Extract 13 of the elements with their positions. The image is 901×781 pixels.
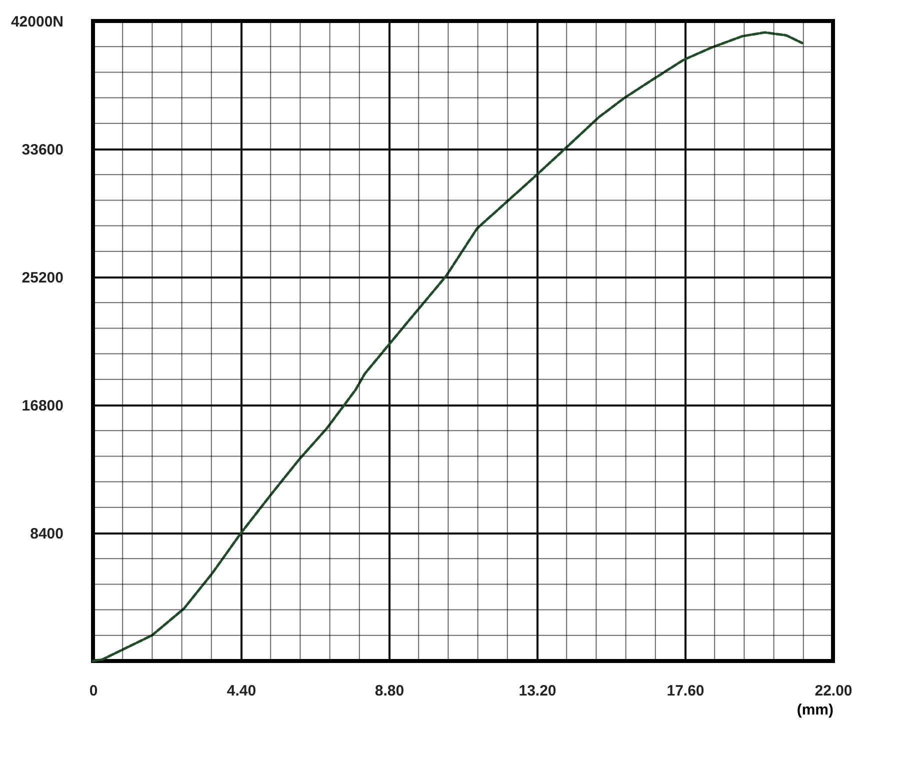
x-tick-label: 8.80 [374,682,404,700]
y-tick-label: 8400 [30,526,64,542]
x-tick-label: 0 [89,682,98,700]
y-tick-label: 42000N [10,14,64,30]
x-tick-label: 4.40 [226,682,256,700]
y-tick-label: 33600 [22,142,64,158]
y-tick-label: 25200 [22,270,64,286]
x-axis-title: (mm) [796,702,834,718]
x-tick-label: 17.60 [666,682,704,700]
x-tick-label: 22.00 [814,682,852,700]
y-tick-label: 16800 [22,398,64,414]
line-series [92,31,804,662]
x-tick-label: 13.20 [518,682,556,700]
